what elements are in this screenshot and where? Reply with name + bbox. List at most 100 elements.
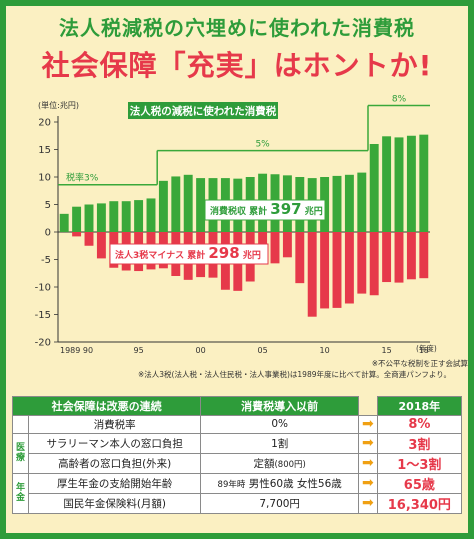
row-item: 国民年金保険料(月額) [28, 492, 202, 514]
bar [121, 201, 131, 232]
y-tick-label: -10 [35, 283, 51, 294]
bar [344, 174, 354, 232]
bar [382, 232, 392, 283]
y-tick-label: -15 [35, 310, 51, 321]
chart-notes: ※不公平な税制を正す会試算 ※法人3税(法人税・法人住民税・法人事業税)は198… [138, 358, 468, 380]
consumption-total-unit: 兆円 [305, 205, 323, 217]
row-category-medical: 医療 [11, 432, 30, 474]
table-row: 医療 サラリーマン本人の窓口負担 1割 ➡ 3割 [11, 432, 463, 474]
bar [406, 232, 416, 280]
social-security-table: 社会保障は改悪の連続 消費税導入以前 2018年 消費税率 0% ➡ 8% 医療… [11, 396, 463, 514]
consumption-total-label: 消費税収 累計 397 兆円 [204, 199, 326, 221]
chart-bars [59, 134, 429, 317]
table-row: 年金 厚生年金の支給開始年齢 89年時 男性60歳 女性56歳 ➡ 65歳 [11, 472, 463, 514]
row-before-small: 89年時 [217, 479, 246, 490]
x-axis-unit: (年度) [416, 343, 437, 353]
bar [196, 178, 206, 232]
rate-step-label: 税率3% [66, 172, 99, 184]
row-after: 3割 [376, 432, 463, 454]
row-item: 高齢者の窓口負担(外来) [28, 452, 202, 474]
bar [332, 175, 342, 232]
bar [96, 203, 106, 232]
row-category [11, 415, 30, 434]
x-tick-label: 18 [419, 346, 429, 355]
row-before: 89年時 男性60歳 女性56歳 [200, 472, 359, 494]
x-tick-label: 15 [382, 346, 392, 355]
consumption-label-text: 消費税収 累計 [210, 205, 267, 217]
row-after: 1〜3割 [376, 452, 463, 474]
bar [72, 206, 82, 232]
bar [183, 174, 193, 232]
x-tick-label: 95 [134, 346, 144, 355]
table-row: 高齢者の窓口負担(外来) 定額(800円) ➡ 1〜3割 [13, 452, 463, 474]
x-tick-label: 10 [320, 346, 330, 355]
table-row: 消費税率 0% ➡ 8% [11, 415, 463, 434]
row-before: 1割 [200, 432, 359, 454]
bar [344, 232, 354, 304]
bar [171, 176, 181, 232]
bar [406, 135, 416, 232]
bar [158, 180, 168, 232]
y-tick-label: -5 [41, 255, 51, 266]
header-after: 2018年 [376, 396, 463, 416]
x-tick-label: 05 [258, 346, 268, 355]
svg-text:消費税収 累計 397 兆円: 消費税収 累計 397 兆円 [210, 200, 323, 218]
arrow-icon: ➡ [357, 472, 378, 494]
bar [394, 137, 404, 232]
tax-rate-lines: 税率3% 5% 8% [58, 95, 430, 186]
corporate-total-value: 298 [208, 244, 239, 262]
arrow-icon: ➡ [357, 452, 378, 474]
unit-label: (単位:兆円) [38, 100, 79, 110]
row-before-main: 定額 [253, 457, 275, 470]
rate-step-label: 5% [255, 140, 270, 150]
y-tick-label: 0 [45, 228, 51, 239]
banner: 法人税の減税に使われた消費税 [128, 102, 278, 119]
row-item: 厚生年金の支給開始年齢 [28, 472, 202, 494]
row-after: 8% [376, 415, 463, 434]
bar [320, 232, 330, 309]
arrow-icon: ➡ [357, 492, 378, 514]
row-after: 16,340円 [376, 492, 463, 514]
bar [282, 232, 292, 258]
bar [369, 232, 379, 296]
bar [109, 201, 119, 232]
rate-step-label: 8% [392, 95, 407, 105]
y-tick-label: -20 [35, 338, 51, 349]
banner-text: 法人税の減税に使われた消費税 [130, 105, 277, 118]
corporate-total-unit: 兆円 [243, 249, 261, 261]
bar [270, 232, 280, 264]
bar [419, 232, 429, 279]
bar [307, 232, 317, 317]
arrow-icon: ➡ [357, 432, 378, 454]
x-tick-label: 1989 90 [60, 346, 93, 355]
row-before: 定額(800円) [200, 452, 359, 474]
corporate-label-text: 法人3税マイナス 累計 [115, 249, 205, 261]
corporate-total-label: 法人3税マイナス 累計 298 兆円 [109, 243, 269, 265]
bar [332, 232, 342, 308]
y-tick-label: 5 [45, 200, 51, 211]
row-before-small: (800円) [274, 459, 306, 470]
row-before-main: 男性60歳 女性56歳 [248, 477, 342, 490]
row-before: 7,700円 [200, 492, 359, 514]
note-1: ※不公平な税制を正す会試算 [371, 359, 468, 368]
row-item: サラリーマン本人の窓口負担 [28, 432, 202, 454]
consumption-total-value: 397 [270, 200, 301, 218]
header-item: 社会保障は改悪の連続 [11, 396, 202, 416]
bar [146, 198, 156, 232]
row-item: 消費税率 [28, 415, 202, 434]
bar [134, 200, 144, 232]
bar [369, 144, 379, 232]
bar [59, 213, 69, 232]
headline-red: 社会保障「充実」はホントか! [41, 49, 433, 82]
x-tick-label: 00 [196, 346, 206, 355]
table-header-row: 社会保障は改悪の連続 消費税導入以前 2018年 [11, 396, 463, 416]
row-before: 0% [200, 415, 359, 434]
row-category-pension: 年金 [11, 472, 30, 514]
arrow-icon: ➡ [357, 415, 378, 434]
y-tick-label: 20 [38, 118, 51, 129]
bar [419, 134, 429, 232]
bar [72, 232, 82, 237]
bar [96, 232, 106, 259]
